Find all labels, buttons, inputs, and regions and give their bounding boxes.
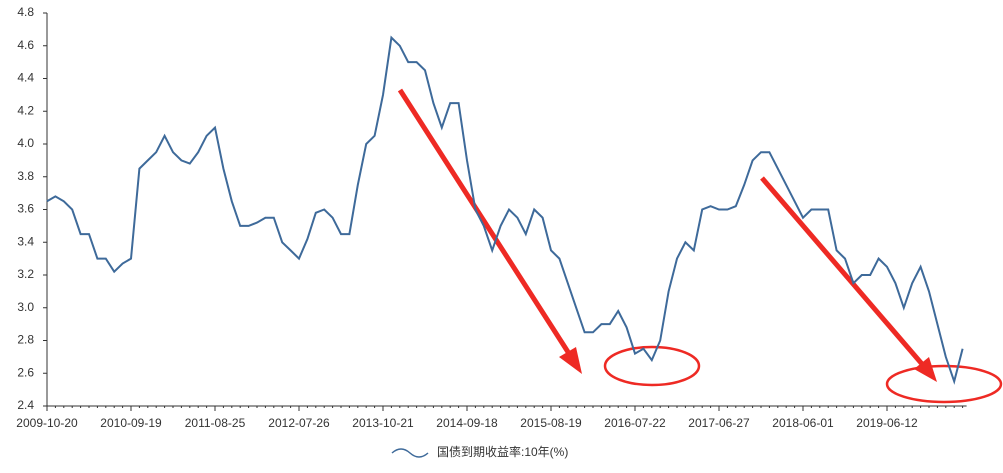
x-tick-label: 2014-09-18	[436, 416, 498, 430]
y-tick-label: 3.0	[17, 300, 34, 314]
arrow-shaft	[760, 176, 924, 366]
x-tick-label: 2012-07-26	[268, 416, 330, 430]
y-tick-label: 3.8	[17, 169, 34, 183]
arrow-shaft	[397, 88, 571, 354]
y-tick-label: 3.6	[17, 202, 34, 216]
x-tick-label: 2019-06-12	[856, 416, 918, 430]
x-tick-label: 2013-10-21	[352, 416, 414, 430]
legend-label: 国债到期收益率:10年(%)	[437, 444, 568, 459]
series-line	[46, 35, 964, 385]
arrow-head	[559, 347, 582, 374]
annotations	[397, 88, 1003, 404]
arrow-head	[914, 357, 937, 382]
y-tick-label: 4.4	[17, 71, 34, 85]
y-tick-label: 4.2	[17, 103, 34, 117]
x-tick-label: 2017-06-27	[688, 416, 750, 430]
y-tick-label: 3.4	[17, 234, 34, 248]
y-tick-label: 4.8	[17, 5, 34, 19]
x-tick-label: 2010-09-19	[100, 416, 162, 430]
x-tick-label: 2016-07-22	[604, 416, 666, 430]
x-tick-label: 2011-08-25	[185, 416, 246, 430]
legend-icon	[391, 448, 429, 458]
y-tick-label: 3.2	[17, 267, 34, 281]
y-tick-label: 2.6	[17, 365, 34, 379]
y-tick-label: 4.0	[17, 136, 34, 150]
y-tick-label: 2.8	[17, 333, 34, 347]
x-tick-label: 2015-08-19	[520, 416, 582, 430]
highlight-ellipse	[885, 364, 1003, 404]
y-tick-label: 2.4	[17, 398, 34, 412]
y-tick-label: 4.6	[17, 38, 34, 52]
x-tick-label: 2009-10-20	[16, 416, 78, 430]
x-tick-label: 2018-06-01	[772, 416, 834, 430]
highlight-ellipse	[603, 345, 701, 387]
